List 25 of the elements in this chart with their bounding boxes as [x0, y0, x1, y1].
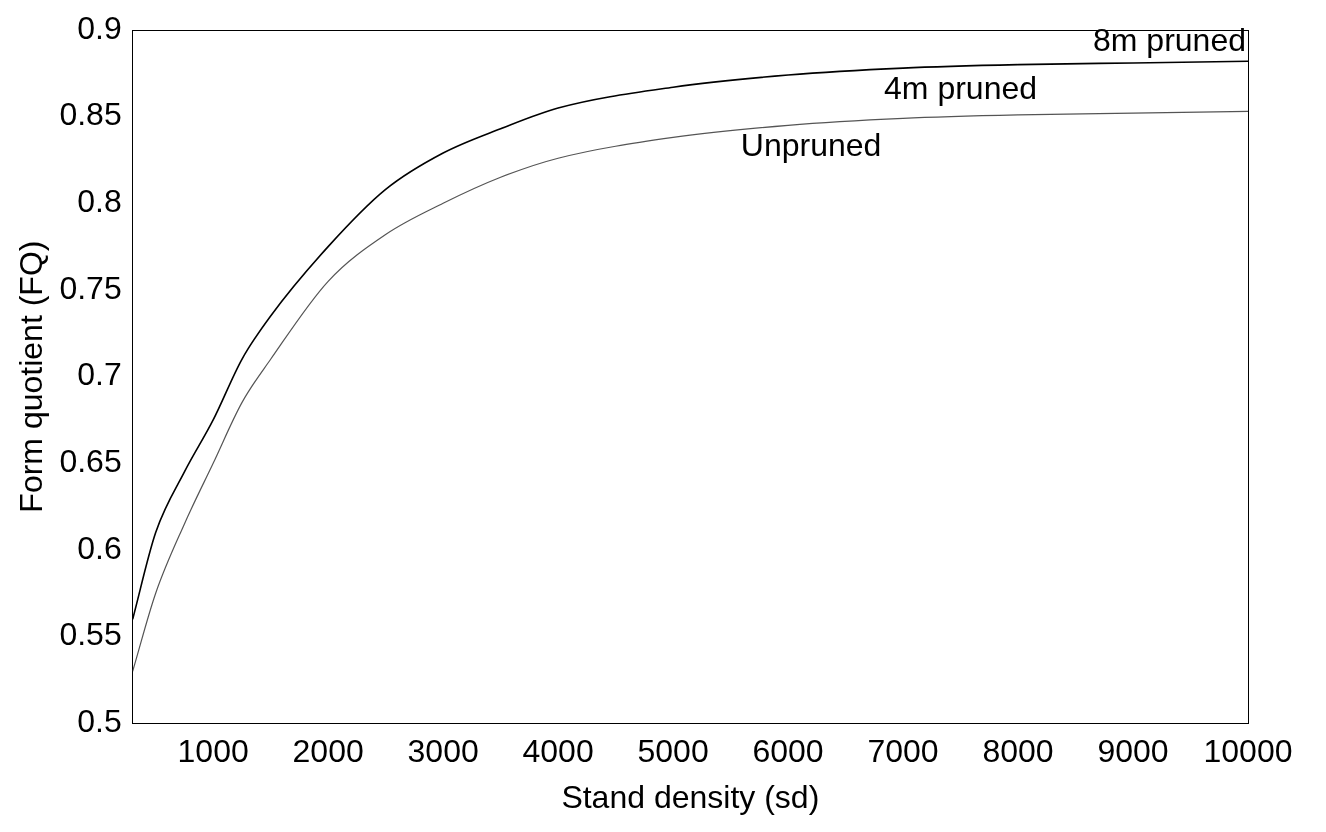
y-tick-label: 0.5 — [77, 703, 122, 740]
x-tick-label: 9000 — [1097, 733, 1169, 770]
y-tick-label: 0.9 — [77, 9, 122, 46]
x-tick-label: 2000 — [292, 733, 364, 770]
x-tick-label: 7000 — [867, 733, 939, 770]
x-tick-label: 10000 — [1203, 733, 1293, 770]
y-axis-title: Form quotient (FQ) — [13, 240, 50, 513]
y-tick-label: 0.55 — [59, 616, 122, 653]
series-label: 4m pruned — [884, 70, 1038, 107]
x-tick-label: 5000 — [637, 733, 709, 770]
x-tick-label: 3000 — [407, 733, 479, 770]
series-label: 8m pruned — [1093, 22, 1246, 59]
y-tick-label: 0.75 — [59, 269, 122, 306]
x-axis-title: Stand density (sd) — [561, 778, 820, 815]
y-tick-label: 0.65 — [59, 443, 122, 480]
x-tick-label: 1000 — [177, 733, 249, 770]
y-tick-label: 0.85 — [59, 96, 122, 133]
y-tick-label: 0.6 — [77, 529, 122, 566]
x-tick-label: 8000 — [982, 733, 1054, 770]
x-tick-label: 6000 — [752, 733, 824, 770]
y-tick-label: 0.8 — [77, 183, 122, 220]
y-tick-label: 0.7 — [77, 356, 122, 393]
line-series — [132, 110, 1248, 672]
annotation: Unpruned — [740, 127, 882, 164]
x-tick-label: 4000 — [522, 733, 594, 770]
